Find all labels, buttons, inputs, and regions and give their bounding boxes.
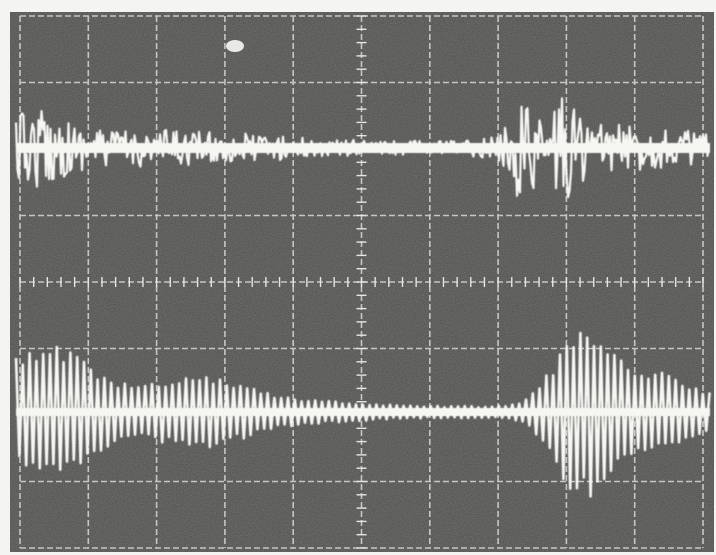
traces bbox=[14, 97, 711, 498]
lower-trace-core bbox=[16, 408, 710, 416]
speck bbox=[226, 40, 244, 52]
upper-trace-core bbox=[16, 143, 710, 153]
lower-trace bbox=[14, 331, 711, 498]
